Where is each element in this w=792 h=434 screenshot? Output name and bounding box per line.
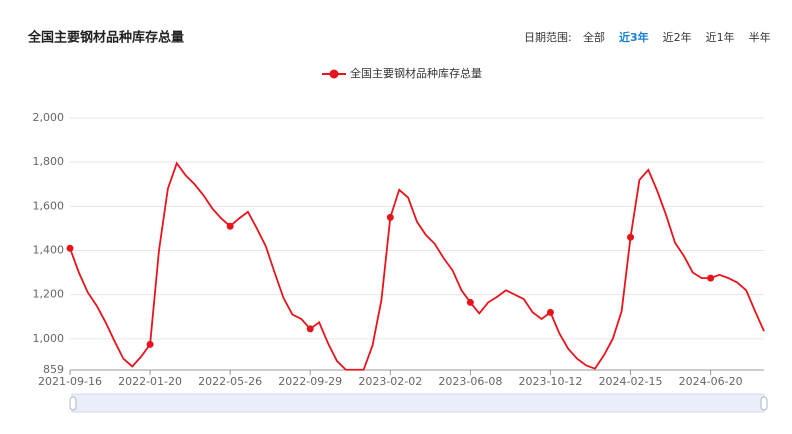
y-tick-label: 1,000 (33, 332, 65, 345)
data-point (226, 222, 234, 230)
x-tick-label: 2023-02-02 (358, 375, 422, 388)
range-option[interactable]: 近2年 (663, 30, 692, 44)
range-option[interactable]: 近3年 (619, 30, 649, 44)
x-tick-label: 2023-06-08 (438, 375, 502, 388)
y-tick-label: 1,800 (33, 155, 65, 168)
y-tick-label: 1,600 (33, 199, 65, 212)
x-tick-label: 2022-09-29 (278, 375, 342, 388)
legend-marker (329, 69, 339, 79)
x-tick-label: 2024-06-20 (679, 375, 743, 388)
data-point (627, 233, 635, 241)
x-tick-label: 2024-02-15 (599, 375, 663, 388)
range-label: 日期范围: (524, 30, 572, 44)
y-tick-label: 1,200 (33, 288, 65, 301)
y-tick-label: 1,400 (33, 244, 65, 257)
data-point (546, 308, 554, 316)
legend-label[interactable]: 全国主要钢材品种库存总量 (350, 66, 482, 80)
zoom-handle[interactable] (69, 396, 77, 411)
data-point (306, 325, 314, 333)
x-tick-label: 2021-09-16 (38, 375, 102, 388)
range-option[interactable]: 近1年 (706, 30, 735, 44)
data-point (66, 244, 74, 252)
range-option[interactable]: 全部 (583, 30, 605, 44)
y-tick-label: 2,000 (33, 111, 65, 124)
data-point (386, 213, 394, 221)
zoom-slider[interactable] (71, 393, 765, 413)
chart-title: 全国主要钢材品种库存总量 (27, 30, 184, 46)
range-option[interactable]: 半年 (749, 30, 771, 44)
y-tick-label: 859 (43, 363, 64, 376)
data-point (466, 298, 474, 306)
data-point (707, 274, 715, 282)
x-tick-label: 2022-05-26 (198, 375, 262, 388)
x-tick-label: 2023-10-12 (518, 375, 582, 388)
zoom-handle[interactable] (760, 396, 768, 411)
data-point (146, 340, 154, 348)
x-tick-label: 2022-01-20 (118, 375, 182, 388)
series-line (69, 161, 765, 371)
